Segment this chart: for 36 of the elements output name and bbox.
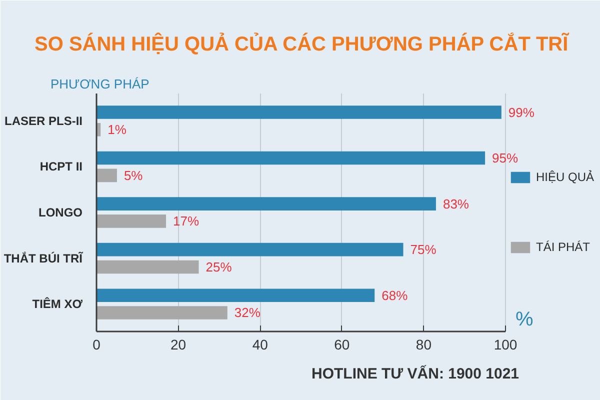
x-tick-label: 20 xyxy=(170,336,186,352)
data-label: 83% xyxy=(442,196,470,212)
bar xyxy=(96,106,502,119)
text: HOTLINE TƯ VẤN: 1900 1021 xyxy=(312,364,520,382)
x-axis-title: % xyxy=(516,308,534,330)
bar xyxy=(96,242,404,256)
bar xyxy=(96,214,166,228)
chart-title: SO SÁNH HIỆU QUẢ CỦA CÁC PHƯƠNG PHÁP CẮT TRĨ xyxy=(34,32,570,56)
y-axis-title: PHƯƠNG PHÁP xyxy=(50,76,150,92)
data-label: 5% xyxy=(124,168,144,183)
data-label: 1% xyxy=(108,122,127,138)
x-tick-label: 40 xyxy=(252,336,268,352)
legend-label: TÁI PHÁT xyxy=(536,240,590,254)
x-tick-label: 60 xyxy=(334,336,350,352)
x-tick-label: 100 xyxy=(494,336,518,352)
bar xyxy=(96,168,117,182)
y-tick-label: LASER PLS-II xyxy=(4,114,83,128)
bar xyxy=(96,288,375,302)
bar xyxy=(96,151,486,165)
y-tick-label: THẮT BÚI TRĨ xyxy=(4,251,84,266)
y-tick-label: LONGO xyxy=(38,206,82,220)
x-tick-label: 80 xyxy=(416,336,432,352)
data-label: 32% xyxy=(234,305,261,320)
data-label: 95% xyxy=(492,150,519,166)
y-tick-label: HCPT II xyxy=(40,160,83,174)
bar xyxy=(96,197,436,210)
y-tick-label: TIÊM XƠ xyxy=(32,297,84,312)
data-label: 25% xyxy=(206,259,232,274)
data-label: 68% xyxy=(382,288,408,303)
data-label: 17% xyxy=(173,214,200,229)
bar xyxy=(96,260,199,274)
data-label: 99% xyxy=(508,104,535,120)
data-label: 75% xyxy=(410,242,437,258)
x-tick-label: 0 xyxy=(92,336,101,352)
bar xyxy=(96,306,228,320)
legend-label: HIỆU QUẢ xyxy=(536,170,594,184)
